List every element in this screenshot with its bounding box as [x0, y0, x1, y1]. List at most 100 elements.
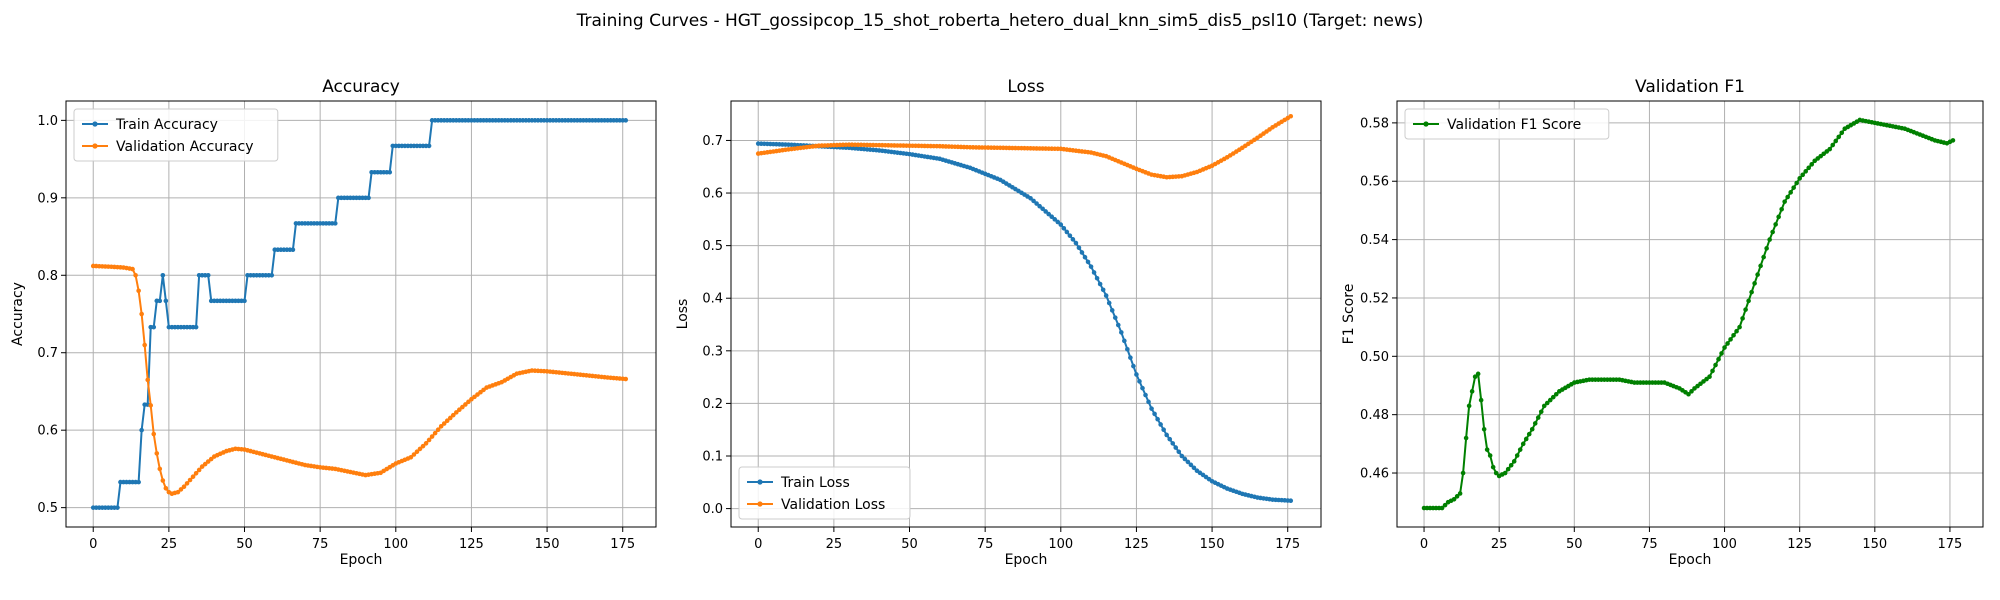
data-point: [1758, 263, 1763, 269]
data-point: [1839, 130, 1845, 136]
x-tick-label: 75: [1641, 537, 1658, 552]
legend-box: [73, 108, 279, 162]
data-point: [160, 272, 166, 278]
data-point: [1806, 165, 1811, 171]
data-point: [1544, 400, 1550, 406]
data-point: [1475, 371, 1481, 377]
data-point: [1164, 432, 1169, 438]
data-point: [1152, 411, 1157, 417]
data-point: [1493, 470, 1499, 476]
data-point: [426, 143, 432, 149]
data-point: [1550, 394, 1556, 400]
y-tick-label: 0.56: [1360, 175, 1389, 190]
data-point: [1526, 431, 1532, 437]
x-tick-label: 0: [89, 537, 97, 552]
data-point: [408, 454, 414, 460]
data-point: [1161, 427, 1166, 433]
data-point: [1191, 465, 1197, 471]
data-point: [290, 247, 296, 253]
panel-title: Validation F1: [1635, 77, 1745, 97]
data-point: [1484, 447, 1490, 452]
data-point: [199, 464, 205, 469]
data-point: [1170, 441, 1176, 446]
data-point: [157, 298, 163, 304]
data-point: [1689, 389, 1694, 394]
data-point: [457, 407, 462, 413]
x-tick-label: 125: [459, 537, 484, 552]
data-point: [193, 471, 199, 476]
data-point: [148, 403, 154, 408]
legend-marker: [92, 143, 98, 149]
data-point: [1725, 341, 1730, 346]
data-point: [1520, 441, 1526, 447]
x-tick-label: 75: [977, 537, 994, 552]
data-point: [1073, 240, 1079, 246]
data-point: [435, 427, 441, 433]
x-tick-label: 125: [1787, 537, 1812, 552]
legend-entry: Validation Loss: [781, 497, 885, 513]
data-point: [181, 484, 187, 490]
data-point: [1538, 409, 1544, 415]
legend-marker: [1423, 121, 1429, 127]
data-point: [1158, 422, 1163, 427]
x-tick-label: 50: [901, 537, 918, 552]
data-point: [438, 424, 444, 429]
legend-box: [1404, 108, 1610, 140]
series-line-2: [93, 264, 626, 495]
legend-entry: Validation F1 Score: [1447, 117, 1581, 133]
y-tick-label: 0.7: [702, 134, 723, 149]
data-point: [623, 118, 629, 123]
data-point: [1179, 453, 1185, 459]
series-line-1: [93, 119, 626, 509]
y-axis-label: Accuracy: [10, 282, 26, 346]
data-point: [1505, 466, 1511, 472]
data-point: [1119, 330, 1124, 335]
x-tick-label: 0: [1420, 537, 1428, 552]
data-point: [623, 376, 629, 382]
data-point: [460, 404, 465, 410]
data-point: [1749, 289, 1754, 295]
data-point: [136, 479, 141, 485]
y-tick-label: 0.46: [1360, 467, 1389, 482]
data-point: [417, 446, 423, 452]
data-point: [1764, 246, 1769, 251]
data-point: [1791, 185, 1796, 190]
y-tick-label: 0.48: [1360, 408, 1389, 423]
data-point: [154, 451, 160, 456]
data-point: [208, 456, 214, 462]
data-point: [1155, 416, 1160, 422]
data-point: [1167, 436, 1173, 442]
data-point: [1439, 505, 1445, 511]
data-point: [1173, 445, 1179, 450]
data-point: [1472, 374, 1478, 380]
data-point: [1097, 281, 1103, 287]
data-point: [1469, 389, 1475, 394]
data-point: [1143, 392, 1148, 398]
x-tick-label: 150: [535, 537, 560, 552]
x-tick-label: 25: [161, 537, 178, 552]
y-tick-label: 0.5: [702, 239, 723, 254]
data-point: [1827, 146, 1833, 152]
data-point: [196, 467, 202, 473]
data-point: [1064, 229, 1070, 235]
data-point: [1779, 206, 1784, 212]
data-point: [175, 489, 181, 495]
data-point: [1950, 138, 1956, 143]
legend: Train Accuracy Validation Accuracy: [73, 108, 279, 162]
data-point: [1125, 346, 1130, 352]
y-tick-label: 0.6: [37, 424, 58, 439]
data-point: [1146, 399, 1151, 405]
data-point: [1122, 338, 1127, 344]
data-point: [1547, 397, 1553, 403]
data-point: [1722, 345, 1727, 350]
data-point: [1137, 379, 1142, 384]
data-point: [1070, 237, 1076, 242]
data-point: [1052, 217, 1058, 222]
data-point: [151, 431, 157, 437]
data-point: [157, 466, 163, 472]
data-point: [1460, 470, 1466, 476]
data-point: [1707, 374, 1712, 380]
x-tick-label: 150: [1862, 537, 1887, 552]
y-tick-label: 1.0: [37, 114, 58, 129]
y-tick-label: 0.5: [37, 501, 58, 516]
